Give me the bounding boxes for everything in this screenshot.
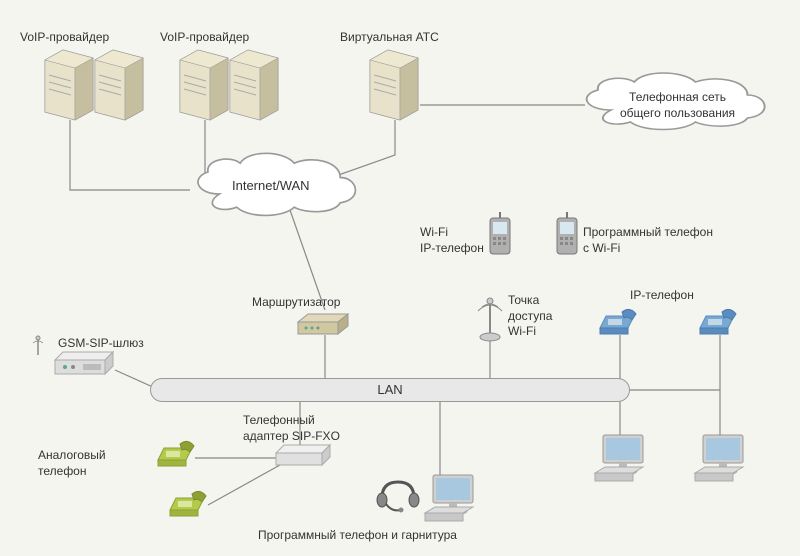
softphone-pc-icon — [425, 475, 473, 521]
router-icon — [298, 314, 348, 334]
ip-phone-2-icon — [700, 309, 736, 334]
ip-pc-2-icon — [695, 435, 743, 481]
ip-phone-label: IP-телефон — [630, 288, 694, 304]
analog-phone-1-icon — [158, 441, 194, 466]
voip-server-1-icon — [45, 50, 93, 120]
pstn-label: Телефонная сеть общего пользования — [620, 90, 735, 121]
gsm-antenna-icon — [33, 336, 43, 355]
ip-phone-1-icon — [600, 309, 636, 334]
internet-wan-label: Internet/WAN — [232, 178, 310, 195]
analog-phone-2-icon — [170, 491, 206, 516]
analog-phone-label: Аналоговый телефон — [38, 448, 106, 479]
vpbx-label: Виртуальная ATC — [340, 30, 439, 46]
voip-provider-1-label: VoIP-провайдер — [20, 30, 109, 46]
softphone-headset-label: Программный телефон и гарнитура — [258, 528, 457, 544]
vpbx-server-icon — [370, 50, 418, 120]
wifi-ip-phone-icon — [490, 212, 510, 254]
wifi-ip-phone-label: Wi-Fi IP-телефон — [420, 225, 484, 256]
softphone-mobile-icon — [557, 212, 577, 254]
wifi-ap-icon — [478, 298, 502, 341]
gsm-gateway-icon — [55, 352, 113, 374]
gsm-sip-gateway-label: GSM-SIP-шлюз — [58, 336, 144, 352]
voip-server-1b-icon — [95, 50, 143, 120]
voip-provider-2-label: VoIP-провайдер — [160, 30, 249, 46]
wifi-ap-label: Точка доступа Wi-Fi — [508, 293, 552, 340]
ip-pc-1-icon — [595, 435, 643, 481]
voip-server-2b-icon — [230, 50, 278, 120]
voip-server-2-icon — [180, 50, 228, 120]
lan-label: LAN — [377, 382, 402, 397]
sip-fxo-adapter-icon — [276, 445, 330, 465]
sip-fxo-label: Телефонный адаптер SIP-FXO — [243, 413, 340, 444]
lan-bar: LAN — [150, 378, 630, 402]
headset-icon — [377, 482, 419, 513]
router-label: Маршрутизатор — [252, 295, 340, 311]
softphone-wifi-label: Программный телефон с Wi-Fi — [583, 225, 713, 256]
